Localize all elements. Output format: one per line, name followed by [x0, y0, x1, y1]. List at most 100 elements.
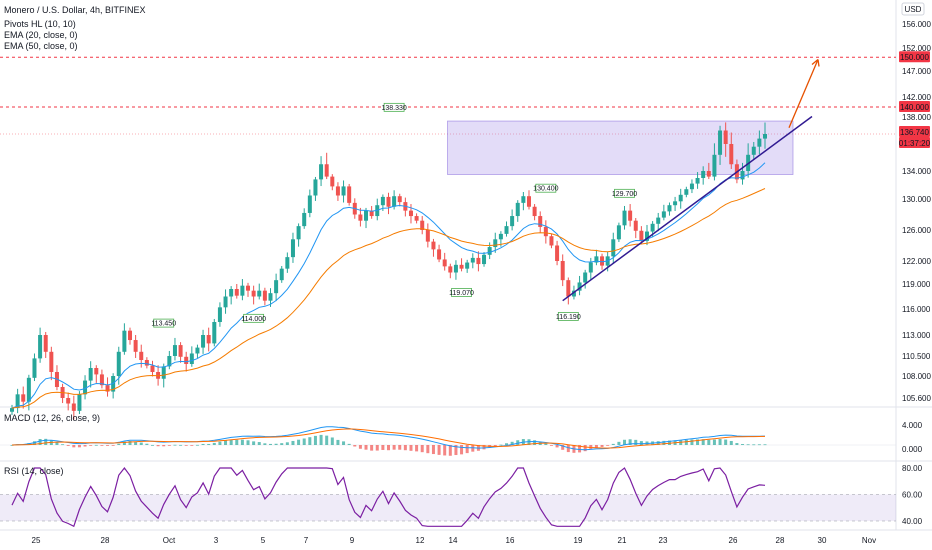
macd-legend[interactable]: MACD (12, 26, close, 9) [4, 413, 101, 423]
macd-histogram-bar [162, 445, 166, 447]
candle [729, 144, 734, 165]
price-tick-label: 116.000 [902, 305, 931, 314]
macd-signal-line [11, 428, 766, 449]
macd-histogram-bar [139, 442, 143, 445]
candle [425, 230, 430, 242]
candle [133, 340, 138, 352]
candle [358, 214, 363, 221]
price-tag-text: 150.000 [900, 53, 929, 62]
legend-pivots[interactable]: Pivots HL (10, 10) [4, 19, 76, 29]
macd-histogram-bar [555, 445, 559, 448]
candle [644, 231, 649, 241]
macd-histogram-bar [224, 440, 228, 445]
pivot-label: 113.450 [151, 321, 176, 328]
candle [571, 290, 576, 297]
macd-histogram-bar [302, 438, 306, 445]
candle [414, 216, 419, 221]
macd-histogram-bar [347, 443, 351, 445]
candle [476, 257, 481, 265]
macd-histogram-bar [353, 445, 357, 447]
macd-histogram-bar [566, 445, 570, 453]
candle [105, 385, 110, 392]
macd-histogram-bar [460, 445, 464, 455]
macd-histogram-bar [583, 445, 587, 452]
macd-histogram-bar [268, 443, 272, 445]
macd-histogram-bar [44, 438, 48, 445]
price-tick-label: 152.000 [902, 44, 931, 53]
candle [538, 216, 543, 227]
macd-histogram-bar [274, 443, 278, 445]
time-tick-label: 12 [416, 536, 425, 545]
pivot-label: 129.700 [612, 191, 637, 198]
candle [240, 285, 245, 296]
macd-histogram-bar [32, 441, 36, 445]
candle [442, 259, 447, 267]
candle [487, 247, 492, 255]
macd-histogram-bar [623, 439, 627, 445]
price-tick-label: 119.000 [902, 280, 931, 289]
macd-histogram-bar [83, 445, 87, 447]
candle [296, 226, 301, 240]
price-tick-label: 113.000 [902, 331, 931, 340]
candle [279, 268, 284, 281]
candle [470, 257, 475, 263]
candle [431, 241, 436, 250]
macd-histogram-bar [89, 445, 93, 446]
macd-histogram-bar [409, 445, 413, 451]
macd-histogram-bar [741, 444, 745, 445]
macd-histogram-bar [252, 441, 256, 445]
candle [83, 380, 88, 395]
price-tick-label: 134.000 [902, 167, 931, 176]
ema-50-line [11, 188, 766, 409]
candle [15, 394, 20, 409]
macd-histogram-bar [173, 444, 177, 446]
candle [257, 290, 262, 297]
candle [341, 186, 346, 196]
candle [689, 183, 694, 190]
pivot-label-box [153, 318, 175, 328]
macd-histogram-bar [516, 440, 520, 445]
candle [695, 178, 700, 184]
macd-histogram-bar [134, 441, 138, 445]
price-tick-label: 138.000 [902, 113, 931, 122]
currency-label: USD [905, 5, 922, 14]
pivot-label-box [243, 313, 265, 323]
macd-histogram-bar [280, 443, 284, 445]
macd-histogram-bar [724, 439, 728, 445]
legend-ema50[interactable]: EMA (50, close, 0) [4, 41, 78, 51]
macd-histogram-bar [297, 439, 301, 445]
candle [543, 226, 548, 237]
rsi-legend[interactable]: RSI (14, close) [4, 466, 64, 476]
price-tick-label: 110.500 [902, 352, 931, 361]
candle [167, 356, 172, 367]
candle [21, 394, 26, 402]
macd-histogram-bar [549, 445, 553, 446]
legend-ema20[interactable]: EMA (20, close, 0) [4, 30, 78, 40]
macd-histogram-bar [257, 442, 261, 445]
candle [740, 171, 745, 180]
macd-histogram-bar [443, 445, 447, 456]
price-tick-label: 126.000 [902, 226, 931, 235]
macd-histogram-bar [117, 443, 121, 445]
macd-histogram-bar [100, 445, 104, 446]
macd-histogram-bar [235, 439, 239, 445]
macd-histogram-bar [111, 445, 115, 446]
macd-histogram-bar [184, 445, 188, 446]
macd-histogram-bar [606, 445, 610, 446]
candle [161, 366, 166, 379]
candle [189, 353, 194, 364]
macd-histogram-bar [246, 440, 250, 445]
candle [712, 154, 717, 177]
macd-histogram-bar [415, 445, 419, 452]
candle [549, 236, 554, 246]
candle [32, 358, 37, 378]
macd-histogram-bar [308, 437, 312, 445]
candle [77, 394, 82, 411]
candle [751, 146, 756, 155]
currency-box [901, 2, 925, 16]
macd-histogram-bar [240, 439, 244, 445]
candle [493, 239, 498, 248]
candle [178, 345, 183, 357]
macd-histogram-bar [729, 440, 733, 445]
